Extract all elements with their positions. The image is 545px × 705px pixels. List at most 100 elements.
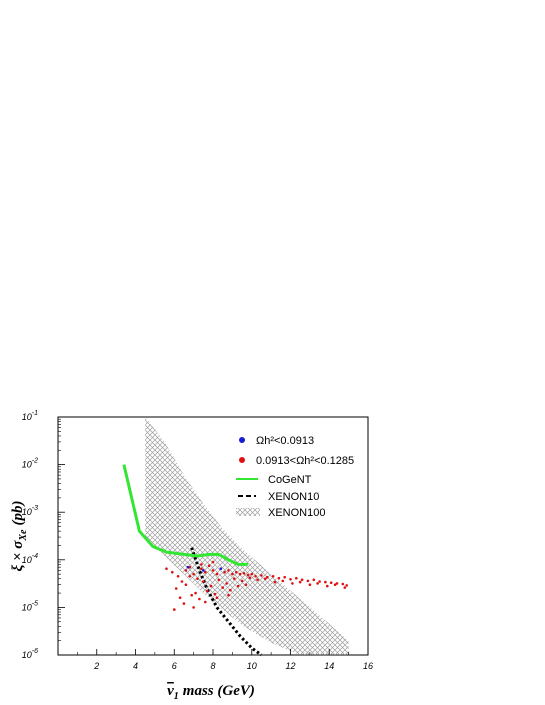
red-point [341,582,345,586]
red-point [188,565,192,569]
red-point [308,583,312,586]
red-point [246,573,250,577]
red-point [205,589,209,593]
red-point [190,593,193,597]
red-point [235,570,238,574]
legend-label: CoGeNT [268,474,312,486]
red-point [343,586,347,589]
legend: Ωh²<0.0913 0.0913<Ωh²<0.1285 CoGeNT XENON10… [236,435,354,519]
relic-density-points [165,560,349,611]
red-point [171,570,174,574]
red-point [209,584,213,588]
red-point [266,575,269,579]
y-tick-label: 10-2 [22,458,38,470]
red-point [211,569,215,572]
red-point [289,578,292,581]
x-tick-label: 12 [285,661,295,671]
red-point [254,575,257,578]
legend-label: 0.0913<Ωh²<0.1285 [256,455,354,467]
blue-point [219,567,223,570]
blue-point [186,565,190,569]
red-point [200,567,203,570]
x-tick-label: 10 [247,661,257,671]
red-point [194,591,197,595]
red-point [324,580,327,584]
cogent-curve [122,464,248,566]
legend-marker-dot [239,457,245,463]
red-point [244,583,248,586]
red-point [233,577,236,580]
red-point [306,579,310,583]
red-point [318,580,321,583]
x-tick-label: 16 [363,661,373,671]
x-tick-label: 2 [93,661,99,671]
x-axis-title: ν1 mass (GeV) [167,683,255,702]
red-point [192,572,195,576]
red-point [298,580,302,584]
red-point [273,580,277,584]
red-point [202,580,205,583]
red-point [291,582,294,585]
red-point [204,570,207,574]
red-point [283,575,287,579]
red-point [204,600,207,604]
red-point [295,576,298,580]
red-point [198,597,201,601]
red-point [207,564,211,567]
red-point [227,569,230,572]
red-point [281,579,285,583]
red-point [184,569,188,572]
y-tick-label: 10-6 [22,648,38,660]
red-point [215,596,219,599]
y-axis-title-rest: (pb) [10,501,26,526]
red-point [196,577,199,580]
y-axis-title: ξ × σXe (pb) [10,501,29,572]
legend-label: XENON10 [268,491,319,503]
red-point [225,582,228,585]
red-point [223,570,226,574]
red-point [248,576,252,579]
red-point [180,580,184,583]
red-point [238,572,242,576]
legend-label: XENON100 [268,507,325,519]
red-point [231,572,234,576]
legend-marker-hatch [236,508,260,516]
red-point [300,578,304,582]
y-axis-title-main: ξ × σ [10,540,26,572]
xenon10-curve [190,547,263,657]
red-point [178,596,182,599]
red-point [211,560,215,564]
xenon10-line [190,547,263,657]
red-point [345,584,349,587]
red-point [200,563,203,566]
red-point [221,586,224,589]
red-point [316,582,319,585]
x-axis-title-main: ν [167,683,174,699]
y-tick-label: 10-3 [22,505,38,517]
red-point [333,583,337,586]
red-point [250,572,254,576]
red-point [260,574,263,577]
y-tick-label: 10-5 [22,600,38,612]
red-point [213,592,217,596]
red-point [176,575,180,578]
red-point [329,581,333,584]
x-tick-label: 14 [324,661,334,671]
x-axis-title-rest: mass (GeV) [183,683,255,699]
red-point [174,587,178,590]
red-point [182,602,186,605]
x-tick-label: 6 [172,661,177,671]
red-point [215,572,219,576]
y-tick-label: 10-1 [22,410,38,422]
red-point [264,577,267,580]
cogent-line [122,464,248,566]
red-point [229,588,232,592]
xenon100-band-area [145,417,349,655]
red-point [173,608,176,611]
red-point [271,575,275,578]
red-point [236,584,240,588]
axis-ticks: 2 4 6 8 10 12 14 16 10-1 10-2 10-3 10-4 10-5 10-6 [22,410,373,671]
y-axis-title-sub: Xe [18,529,29,542]
red-point [256,578,259,582]
